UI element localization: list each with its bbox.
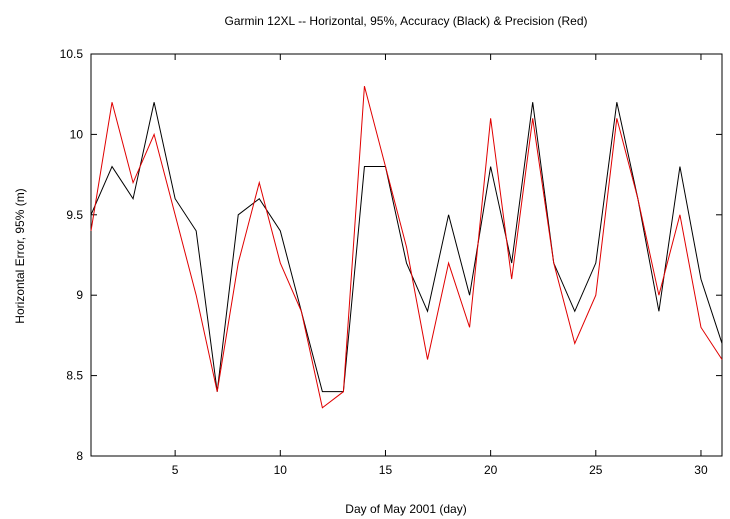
x-axis-label: Day of May 2001 (day) bbox=[345, 502, 466, 516]
axes: 5 10 15 20 25 30 8 8.5 9 9.5 10 10.5 bbox=[60, 47, 723, 477]
y-tick-label: 9 bbox=[76, 288, 83, 302]
x-tick-label: 25 bbox=[589, 463, 603, 477]
series-line-2 bbox=[90, 86, 723, 409]
y-axis-label: Horizontal Error, 95% (m) bbox=[13, 188, 27, 323]
x-tick-label: 5 bbox=[172, 463, 179, 477]
chart-title: Garmin 12XL -- Horizontal, 95%, Accuracy… bbox=[224, 14, 587, 28]
x-tick-label: 20 bbox=[484, 463, 498, 477]
x-tick-label: 15 bbox=[379, 463, 393, 477]
series-layer bbox=[90, 86, 723, 409]
y-tick-label: 9.5 bbox=[66, 208, 83, 222]
series-line-1 bbox=[90, 102, 723, 393]
y-tick-label: 8.5 bbox=[66, 369, 83, 383]
plot-frame bbox=[90, 53, 723, 457]
x-tick-label: 10 bbox=[274, 463, 288, 477]
y-tick-label: 10.5 bbox=[60, 47, 84, 61]
x-tick-label: 30 bbox=[694, 463, 708, 477]
y-tick-label: 8 bbox=[76, 449, 83, 463]
y-tick-label: 10 bbox=[70, 127, 84, 141]
